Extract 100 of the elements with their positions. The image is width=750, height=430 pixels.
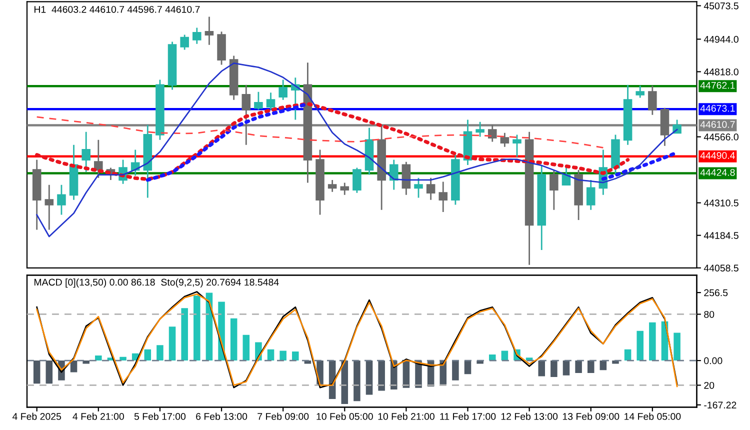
candlestick — [512, 134, 522, 158]
y2-tick-label: 20 — [704, 382, 714, 389]
x-tick-label: 4 Feb 21:00 — [72, 412, 124, 420]
bar — [562, 360, 570, 376]
candlestick — [168, 41, 177, 90]
bar — [452, 360, 459, 380]
candlestick — [550, 169, 558, 211]
candlestick — [451, 154, 460, 206]
ref-line-label: 44762.1 — [700, 82, 735, 89]
candlestick — [611, 134, 620, 176]
candlestick — [438, 181, 448, 213]
bar — [354, 360, 360, 402]
candlestick — [389, 159, 398, 190]
candlestick — [623, 84, 632, 146]
candlestick — [266, 92, 276, 110]
candlestick — [316, 149, 324, 216]
bar — [280, 350, 286, 361]
candlestick — [82, 131, 90, 173]
bar — [120, 356, 126, 361]
bar — [538, 360, 546, 376]
candlestick — [156, 79, 164, 141]
bar — [575, 360, 582, 374]
x-tick-label: 11 Feb 17:00 — [440, 412, 496, 420]
bar — [168, 326, 176, 361]
bar — [378, 360, 385, 391]
candlestick — [69, 144, 78, 201]
bar — [33, 360, 40, 384]
candlestick — [636, 84, 645, 98]
candlestick — [402, 161, 411, 196]
candlestick — [586, 179, 596, 211]
candlestick — [660, 107, 670, 147]
candlestick — [130, 149, 140, 177]
candlestick — [524, 131, 534, 266]
candlestick — [44, 184, 54, 230]
candlestick — [476, 121, 484, 138]
x-tick-label: 10 Feb 21:00 — [378, 412, 434, 420]
x-tick-label: 14 Feb 05:00 — [624, 412, 681, 420]
x-tick-label: 6 Feb 13:00 — [196, 412, 248, 420]
x-tick-label: 13 Feb 09:00 — [562, 412, 620, 420]
y-tick-label: 44566.0 — [704, 134, 738, 140]
candlestick — [32, 159, 42, 230]
candlestick — [278, 79, 288, 101]
bar — [587, 360, 594, 374]
chart-title: H1 44603.2 44610.7 44596.7 44610.7 — [34, 6, 200, 13]
line-series — [35, 102, 630, 181]
bar — [194, 296, 200, 361]
bar — [181, 308, 188, 361]
candlestick — [352, 167, 362, 194]
bar — [292, 352, 299, 361]
bar — [82, 360, 90, 364]
x-tick-label: 7 Feb 09:00 — [258, 412, 309, 420]
x-tick-label: 4 Feb 2025 — [12, 412, 62, 420]
chart-title: MACD [0](13,50) 0.00 86.18 Sto(9,2,5) 20.7694 18.5484 — [34, 278, 279, 288]
bar — [624, 349, 632, 361]
candlestick — [414, 177, 423, 198]
candlestick — [143, 124, 152, 198]
candlestick — [500, 132, 510, 148]
candlestick — [303, 62, 312, 184]
candlestick — [328, 179, 337, 193]
candlestick — [242, 84, 251, 146]
ref-line-label: 44673.1 — [700, 104, 735, 112]
bar — [144, 349, 152, 361]
x-tick-label: 10 Feb 05:00 — [316, 412, 373, 420]
candlestick — [463, 119, 472, 166]
candlestick — [364, 127, 374, 176]
candlestick — [192, 27, 202, 45]
candlestick — [57, 184, 66, 216]
candlestick — [488, 124, 497, 142]
candlestick — [574, 169, 583, 221]
candlestick — [648, 84, 657, 116]
bar — [649, 322, 656, 361]
y-tick-label: 44184.5 — [704, 232, 738, 239]
candlestick — [254, 91, 263, 110]
bar — [366, 360, 373, 395]
y-tick-label: 45073.5 — [704, 2, 738, 10]
bar — [267, 349, 274, 361]
y-tick-label: 44310.5 — [704, 200, 738, 206]
bar — [501, 350, 508, 361]
y-tick-label: 44058.5 — [704, 264, 738, 272]
y-tick-label: -167.22 — [704, 402, 736, 408]
bar — [70, 360, 78, 372]
candlestick — [562, 167, 571, 186]
y-tick-label: 44944.0 — [704, 36, 738, 43]
candlestick — [537, 164, 546, 251]
candlestick — [340, 182, 350, 196]
bar — [156, 345, 164, 361]
candlestick — [377, 124, 386, 211]
bar — [674, 332, 680, 361]
candlestick — [229, 55, 238, 101]
ref-line-label: 44490.4 — [700, 152, 735, 159]
line-series — [36, 62, 678, 238]
bar — [636, 330, 644, 361]
bar — [550, 360, 558, 377]
bar — [95, 356, 102, 361]
x-tick-label: 12 Feb 13:00 — [501, 412, 558, 420]
candlestick — [426, 177, 436, 201]
y2-tick-label: 80 — [704, 310, 714, 318]
bar — [230, 318, 238, 361]
y-tick-label: 44818.0 — [704, 68, 738, 76]
ref-line-label: 44424.8 — [700, 169, 735, 176]
